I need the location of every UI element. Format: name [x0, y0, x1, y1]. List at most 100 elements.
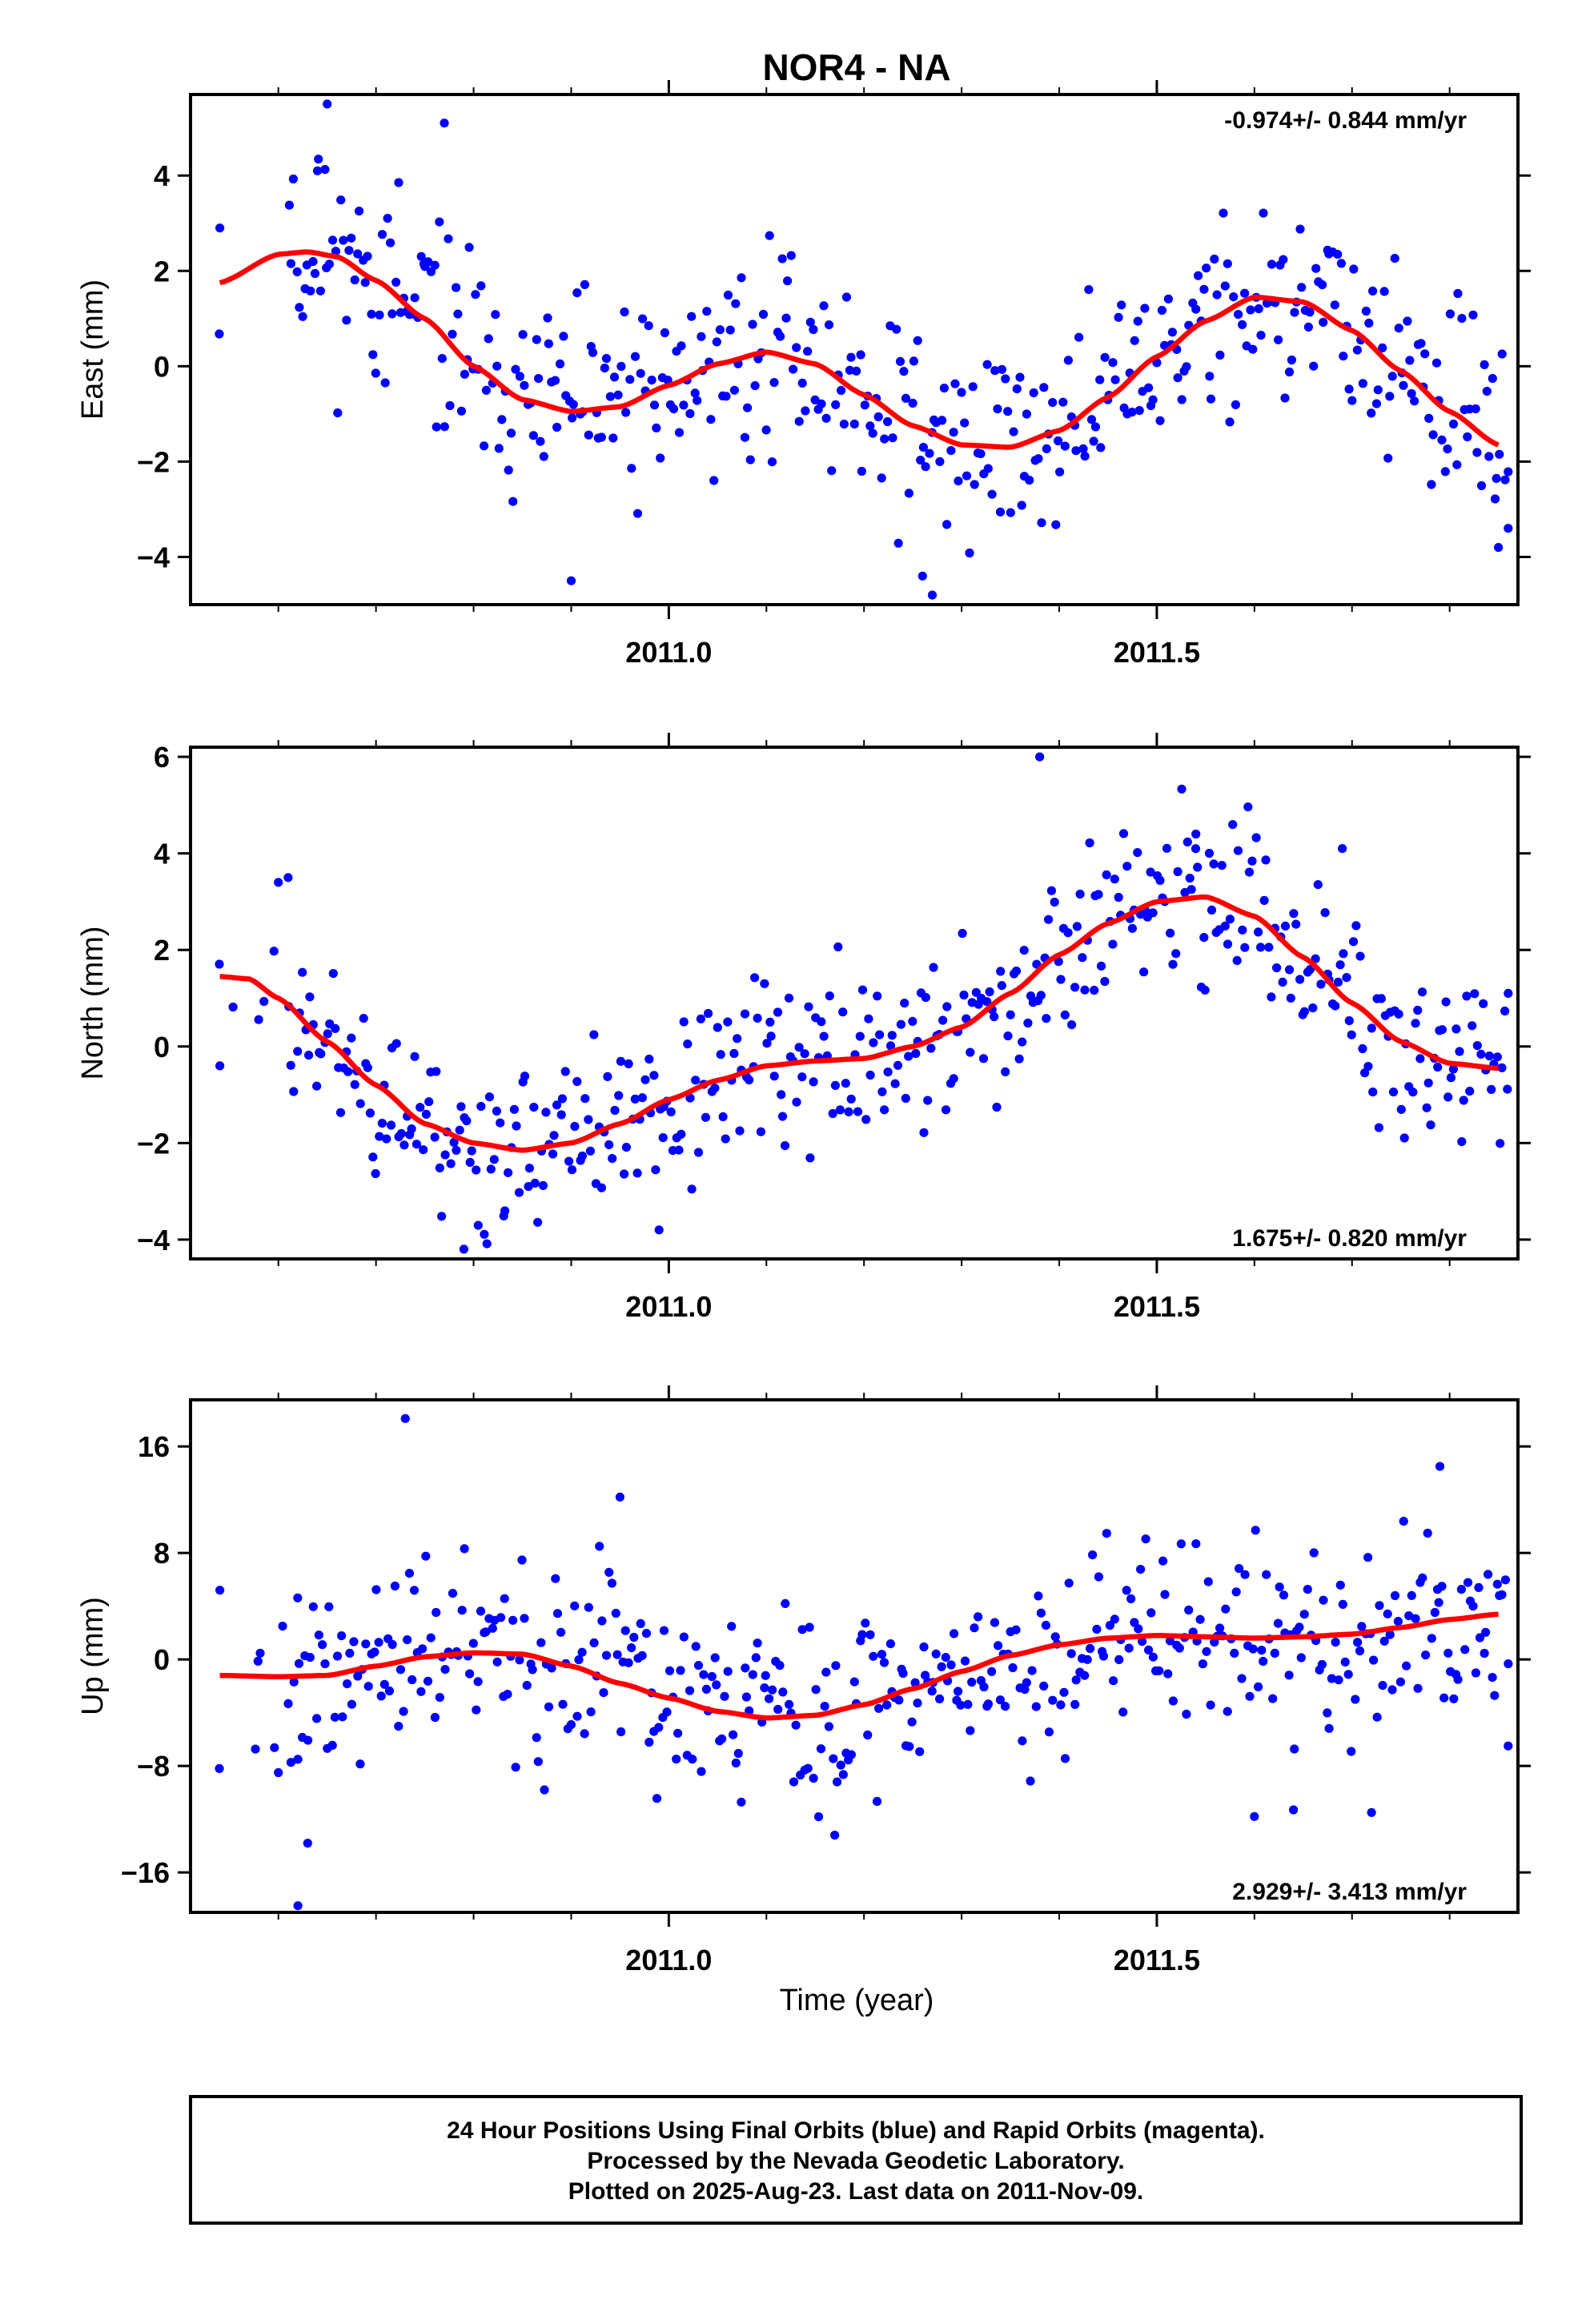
- data-point: [701, 1684, 712, 1694]
- data-point: [540, 1785, 549, 1795]
- data-point: [482, 1239, 492, 1248]
- data-point: [459, 1244, 469, 1254]
- data-point: [391, 277, 401, 287]
- data-point: [652, 423, 661, 433]
- data-point: [601, 354, 612, 364]
- data-point: [1297, 283, 1307, 292]
- data-point: [1407, 1590, 1416, 1600]
- data-point: [1037, 518, 1046, 528]
- y-tick-label: 0: [154, 1031, 170, 1063]
- data-point: [1446, 1073, 1456, 1083]
- data-point: [292, 267, 302, 276]
- data-point: [1085, 838, 1094, 848]
- data-point: [654, 1723, 664, 1732]
- data-point: [556, 1110, 566, 1120]
- data-point: [215, 223, 225, 233]
- data-point: [1368, 1088, 1378, 1097]
- data-point: [418, 1644, 428, 1654]
- data-point: [430, 1132, 440, 1142]
- data-point: [1001, 1702, 1010, 1711]
- data-point: [701, 1112, 711, 1122]
- data-point: [727, 1622, 737, 1631]
- data-point: [673, 1728, 683, 1738]
- data-point: [1335, 1580, 1345, 1590]
- data-point: [804, 1002, 813, 1011]
- data-point: [911, 1048, 921, 1059]
- data-point: [1257, 1646, 1267, 1655]
- data-point: [792, 1097, 801, 1107]
- data-point: [1472, 448, 1482, 457]
- data-point: [713, 1023, 722, 1032]
- data-point: [828, 1108, 837, 1119]
- data-point: [624, 1059, 633, 1068]
- data-point: [386, 1120, 396, 1130]
- data-point: [596, 432, 606, 442]
- data-point: [1173, 373, 1182, 383]
- data-point: [347, 1033, 356, 1043]
- data-point: [1204, 848, 1215, 858]
- data-point: [492, 1106, 502, 1116]
- y-tick-label: −8: [137, 1750, 170, 1783]
- data-point: [1041, 1620, 1050, 1630]
- data-point: [481, 385, 492, 395]
- data-point: [965, 548, 974, 558]
- data-point: [827, 466, 837, 476]
- data-point: [465, 1669, 475, 1679]
- data-point: [1140, 304, 1150, 313]
- data-point: [347, 233, 356, 243]
- data-point: [1468, 1602, 1478, 1611]
- data-point: [761, 1671, 770, 1680]
- data-point: [753, 1013, 762, 1023]
- data-point: [1504, 1659, 1513, 1669]
- data-point: [1240, 288, 1250, 298]
- data-point: [215, 1586, 225, 1595]
- data-point: [1426, 1120, 1435, 1130]
- data-point: [909, 356, 918, 366]
- data-point: [328, 969, 338, 979]
- data-point: [1303, 322, 1313, 332]
- data-point: [1126, 1594, 1136, 1603]
- data-point: [791, 1720, 801, 1730]
- data-point: [677, 341, 686, 351]
- data-point: [330, 1712, 339, 1722]
- data-point: [1295, 224, 1305, 234]
- data-point: [1441, 997, 1451, 1007]
- data-point: [337, 1631, 347, 1641]
- data-point: [985, 987, 994, 997]
- data-point: [1108, 358, 1118, 368]
- data-point: [1320, 908, 1330, 918]
- data-point: [538, 1180, 548, 1190]
- data-point: [1503, 1084, 1512, 1094]
- data-point: [1480, 360, 1489, 369]
- data-point: [644, 321, 653, 331]
- data-point: [1245, 1691, 1255, 1701]
- data-point: [506, 428, 516, 438]
- data-point: [786, 251, 796, 260]
- data-point: [269, 947, 279, 956]
- data-point: [339, 235, 348, 245]
- data-point: [1305, 965, 1315, 975]
- data-point: [1017, 501, 1026, 510]
- data-point: [824, 1722, 833, 1731]
- data-point: [599, 1688, 608, 1698]
- data-point: [1198, 1659, 1207, 1669]
- data-point: [1284, 1671, 1294, 1680]
- data-point: [1279, 1590, 1289, 1600]
- data-point: [1015, 372, 1025, 382]
- data-point: [1223, 1707, 1232, 1716]
- data-point: [620, 1169, 629, 1179]
- data-point: [1309, 361, 1319, 371]
- data-point: [765, 231, 774, 240]
- data-point: [1278, 977, 1287, 987]
- data-point: [1225, 915, 1235, 924]
- data-point: [1259, 1656, 1268, 1667]
- data-point: [1070, 983, 1080, 992]
- data-point: [484, 1092, 495, 1102]
- data-point: [560, 1067, 570, 1076]
- data-point: [1319, 1595, 1328, 1605]
- data-point: [833, 1777, 842, 1787]
- data-point: [1452, 1024, 1461, 1034]
- data-point: [950, 379, 960, 388]
- data-point: [1133, 848, 1142, 858]
- data-point: [857, 466, 866, 476]
